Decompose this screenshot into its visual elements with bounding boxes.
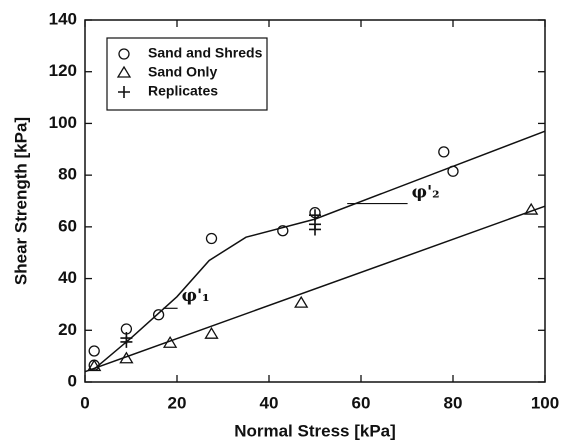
legend-label: Sand and Shreds (148, 45, 263, 61)
point (294, 295, 309, 308)
x-tick-label: 20 (168, 393, 187, 412)
point (120, 335, 133, 348)
legend-marker (116, 65, 132, 78)
x-tick-label: 0 (80, 393, 89, 412)
legend-marker (118, 48, 130, 60)
y-tick-label: 140 (49, 9, 77, 28)
fit-line (84, 205, 546, 373)
plot-frame (84, 19, 546, 383)
point (119, 351, 134, 364)
point (204, 326, 219, 339)
point (87, 359, 102, 372)
fit-line (93, 130, 546, 370)
point (88, 345, 100, 357)
point (438, 146, 450, 158)
x-tick-label: 40 (260, 393, 279, 412)
annotation: φ'₁ (182, 286, 210, 306)
y-tick-label: 100 (49, 113, 77, 132)
y-tick-label: 80 (58, 165, 77, 184)
point (162, 335, 178, 348)
x-tick-label: 60 (352, 393, 371, 412)
legend-label: Replicates (148, 83, 218, 99)
x-tick-label: 100 (531, 393, 559, 412)
y-tick-label: 40 (58, 268, 77, 287)
point (524, 202, 539, 215)
annotation: φ'₂ (412, 183, 440, 203)
y-tick-label: 0 (68, 371, 77, 390)
point (447, 165, 459, 177)
legend-label: Sand Only (148, 64, 217, 80)
y-tick-label: 120 (49, 61, 77, 80)
x-tick-label: 80 (444, 393, 463, 412)
point (152, 309, 165, 321)
x-axis-label: Normal Stress [kPa] (234, 421, 396, 440)
y-axis-label: Shear Strength [kPa] (11, 117, 30, 285)
point (309, 223, 321, 236)
legend-marker (118, 86, 130, 98)
legend-box (106, 37, 268, 111)
y-tick-label: 20 (58, 320, 77, 339)
point (205, 232, 218, 245)
y-tick-label: 60 (58, 216, 77, 235)
point (277, 225, 289, 237)
